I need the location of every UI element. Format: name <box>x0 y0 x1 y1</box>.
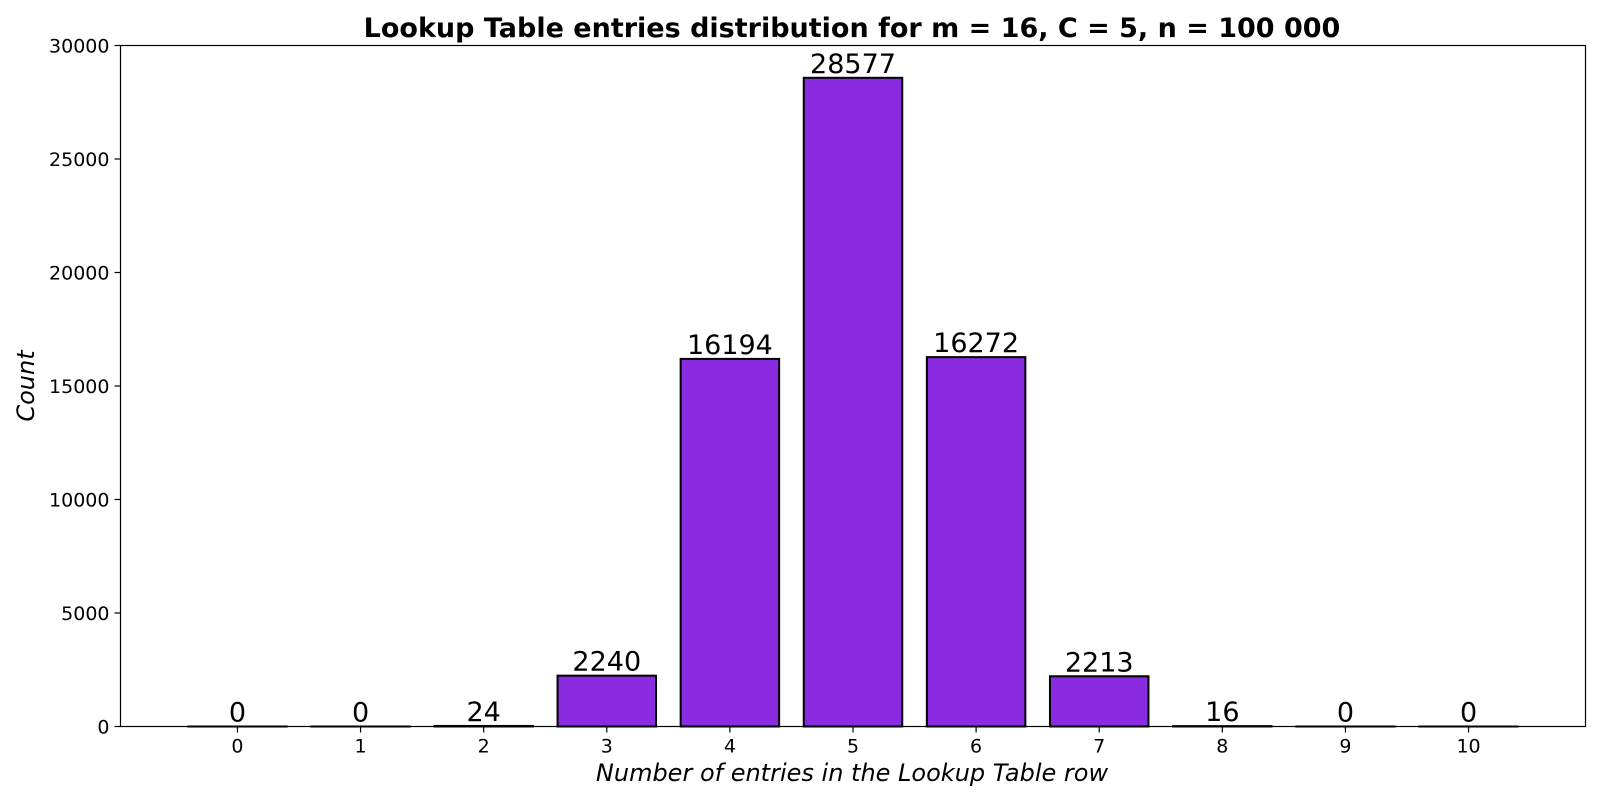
y-axis: 0 5000 10000 15000 20000 25000 30000 <box>49 36 121 739</box>
x-tick-label: 2 <box>478 736 490 758</box>
bar-value-label: 16272 <box>933 328 1019 359</box>
bar-4 <box>679 357 781 728</box>
y-tick-label: 20000 <box>49 263 109 285</box>
bar-value-label: 0 <box>1460 698 1477 729</box>
x-tick-label: 6 <box>970 736 982 758</box>
bar-5 <box>802 76 904 728</box>
y-tick-label: 25000 <box>49 149 109 171</box>
bar-value-label: 28577 <box>810 49 896 80</box>
bar-3 <box>556 674 658 728</box>
y-tick-label: 15000 <box>49 376 109 398</box>
x-tick-label: 4 <box>724 736 736 758</box>
x-tick-label: 7 <box>1093 736 1105 758</box>
bar-value-label: 0 <box>352 698 369 729</box>
bar-value-label: 16 <box>1205 697 1239 728</box>
bar-value-label: 0 <box>1337 698 1354 729</box>
x-tick-label: 8 <box>1216 736 1228 758</box>
bar-value-label: 2213 <box>1065 647 1134 678</box>
bar-value-label: 16194 <box>687 330 773 361</box>
y-tick-label: 10000 <box>49 490 109 512</box>
y-tick-label: 30000 <box>49 36 109 58</box>
x-tick-label: 1 <box>355 736 367 758</box>
bars-group <box>187 76 1519 728</box>
x-tick-label: 0 <box>231 736 243 758</box>
x-tick-label: 5 <box>847 736 859 758</box>
bar-value-label: 0 <box>229 698 246 729</box>
x-axis-label: Number of entries in the Lookup Table ro… <box>596 759 1109 787</box>
bar-6 <box>925 356 1027 728</box>
bar-value-label: 2240 <box>572 647 641 678</box>
data-labels-group: 0 0 24 2240 16194 28577 16272 2213 16 0 0 <box>229 49 1477 729</box>
x-tick-label: 10 <box>1456 736 1480 758</box>
x-axis: 0 1 2 3 4 5 6 7 8 9 10 <box>231 726 1481 758</box>
bar-value-label: 24 <box>466 697 500 728</box>
chart-title: Lookup Table entries distribution for m … <box>364 13 1341 44</box>
y-tick-label: 5000 <box>61 603 109 625</box>
y-axis-label: Count <box>12 349 40 422</box>
y-tick-label: 0 <box>97 717 109 739</box>
x-tick-label: 9 <box>1339 736 1351 758</box>
x-tick-label: 3 <box>601 736 613 758</box>
bar-7 <box>1048 675 1150 728</box>
